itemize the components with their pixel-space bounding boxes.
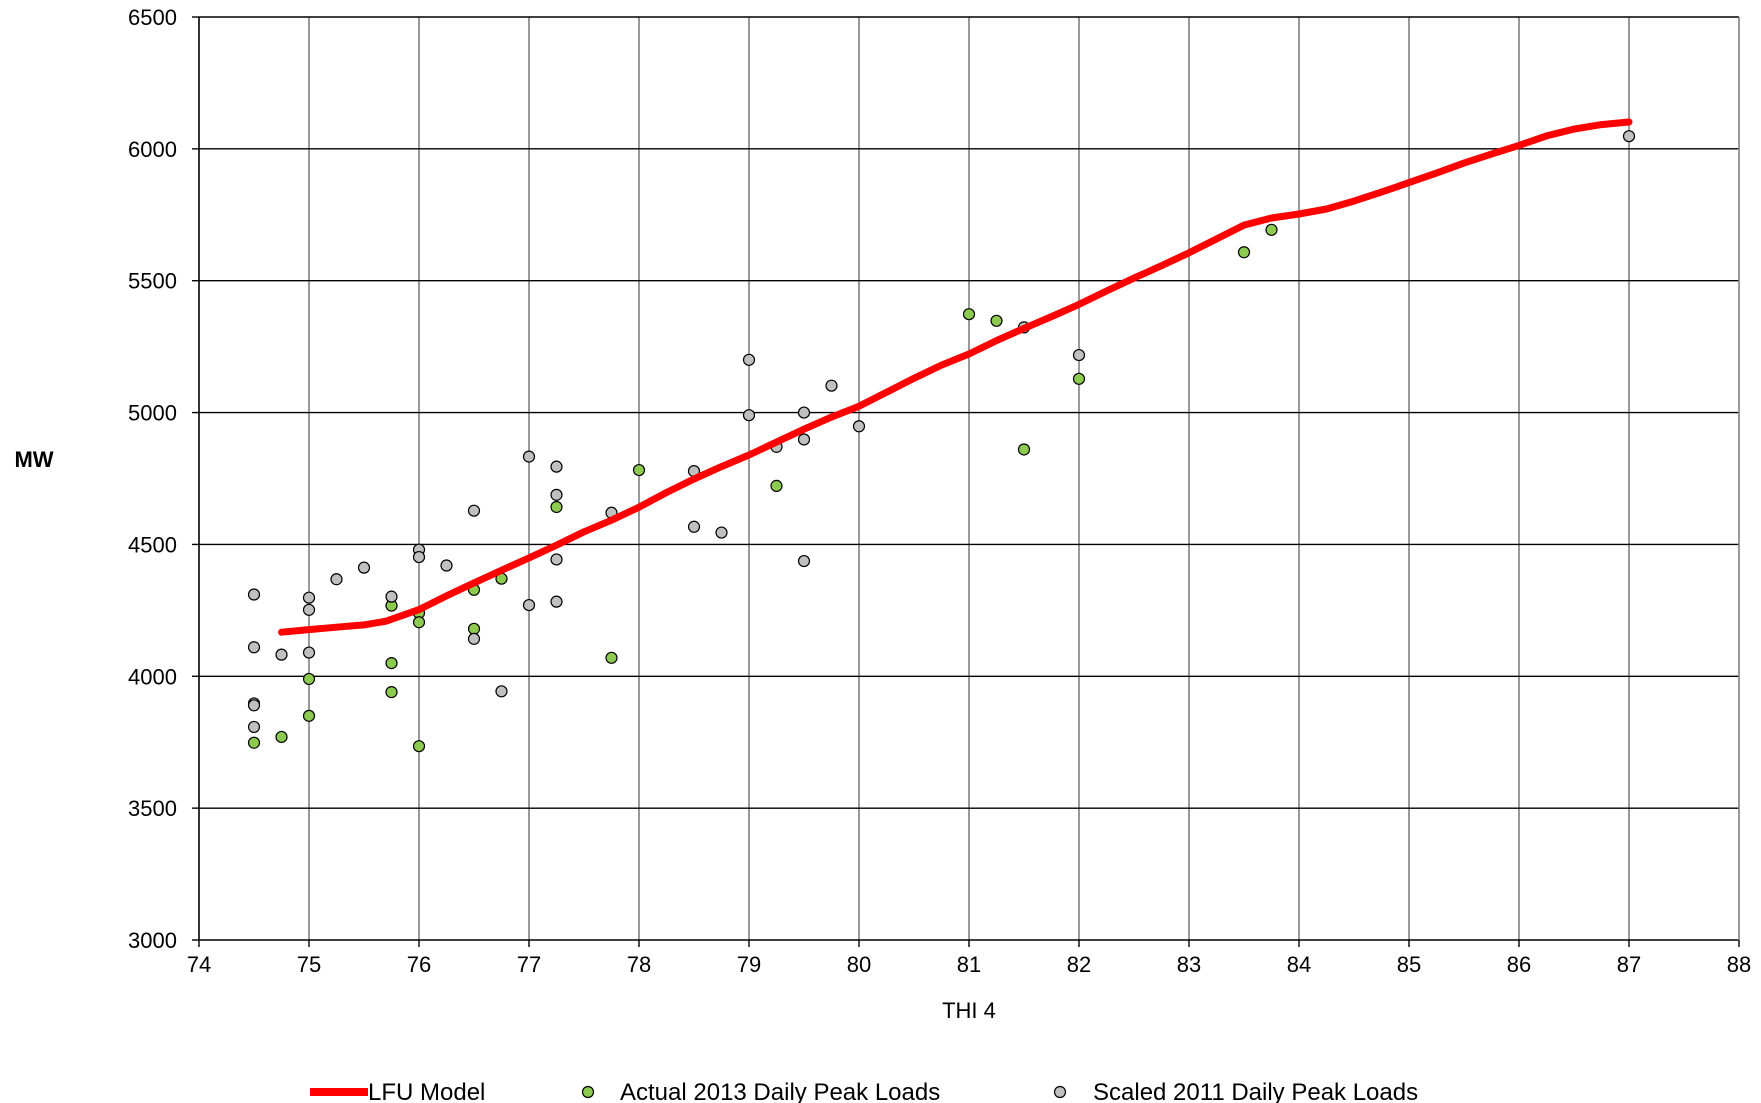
- data-point: [357, 561, 371, 574]
- data-point: [247, 699, 261, 712]
- x-tick-label: 86: [1507, 952, 1531, 977]
- legend-green-dot-icon: [581, 1085, 595, 1099]
- y-tick-label: 4500: [128, 532, 177, 557]
- data-point: [1072, 348, 1086, 362]
- data-point: [412, 550, 426, 564]
- data-point: [1265, 223, 1278, 236]
- data-point: [247, 588, 261, 601]
- data-point: [632, 463, 646, 477]
- data-point: [302, 603, 316, 616]
- data-point: [302, 591, 316, 604]
- y-tick-label: 4000: [128, 664, 177, 689]
- data-point: [1622, 130, 1636, 143]
- x-tick-label: 81: [957, 952, 981, 977]
- x-tick-label: 78: [627, 952, 651, 977]
- x-axis-title: THI 4: [942, 998, 996, 1023]
- x-tick-label: 84: [1287, 952, 1311, 977]
- data-point: [522, 598, 536, 612]
- legend-item-actual-2013: Actual 2013 Daily Peak Loads: [581, 1079, 940, 1103]
- data-point: [770, 479, 783, 492]
- y-tick-label: 6000: [128, 137, 177, 162]
- x-tick-label: 77: [517, 952, 541, 977]
- series-actual-2013-daily-peak-loads: [247, 223, 1278, 753]
- data-point: [1072, 372, 1086, 385]
- data-point: [715, 526, 728, 539]
- legend-item-lfu-model: LFU Model: [310, 1079, 485, 1103]
- data-point: [302, 709, 316, 722]
- data-point: [550, 460, 563, 473]
- data-point: [825, 379, 838, 392]
- data-point: [605, 651, 618, 664]
- lfu-model-line: [278, 118, 1633, 636]
- data-point: [550, 488, 563, 501]
- legend-grey-dot-icon: [1053, 1085, 1067, 1099]
- data-point: [412, 740, 426, 753]
- x-tick-label: 87: [1617, 952, 1641, 977]
- legend: LFU Model Actual 2013 Daily Peak Loads S…: [310, 1079, 1418, 1103]
- data-point: [385, 590, 398, 603]
- data-point: [440, 559, 453, 572]
- x-axis: 74 75 76 77 78 79 80 81 82 83 84 85 86 87 88: [187, 940, 1751, 977]
- data-point: [247, 641, 261, 654]
- data-point: [275, 648, 288, 661]
- data-point: [412, 616, 426, 629]
- data-point: [495, 685, 508, 698]
- data-point: [275, 730, 288, 744]
- data-point: [550, 500, 563, 514]
- data-point: [1237, 246, 1251, 259]
- data-point: [550, 595, 563, 608]
- x-tick-label: 75: [297, 952, 321, 977]
- data-point: [1017, 443, 1031, 456]
- data-point: [330, 573, 343, 586]
- data-point: [797, 554, 811, 568]
- x-tick-label: 74: [187, 952, 211, 977]
- y-tick-label: 5500: [128, 269, 177, 294]
- legend-label: Scaled 2011 Daily Peak Loads: [1093, 1079, 1418, 1103]
- data-point: [385, 656, 398, 670]
- series-scaled-2011-daily-peak-loads: [247, 130, 1636, 734]
- y-tick-label: 5000: [128, 401, 177, 426]
- legend-label: LFU Model: [368, 1079, 485, 1103]
- data-point: [247, 720, 261, 734]
- grid: [199, 16, 1739, 940]
- series-layer: [247, 118, 1636, 753]
- data-point: [687, 520, 701, 533]
- y-tick-label: 3000: [128, 928, 177, 953]
- data-point: [467, 504, 481, 517]
- data-point: [385, 686, 398, 699]
- data-point: [550, 553, 563, 566]
- x-tick-label: 80: [847, 952, 871, 977]
- legend-item-scaled-2011: Scaled 2011 Daily Peak Loads: [1053, 1079, 1418, 1103]
- x-tick-label: 82: [1067, 952, 1091, 977]
- data-point: [742, 409, 756, 422]
- x-tick-label: 79: [737, 952, 761, 977]
- x-tick-label: 88: [1727, 952, 1751, 977]
- data-point: [247, 736, 261, 749]
- y-tick-label: 6500: [128, 5, 177, 30]
- y-axis: 3000 3500 4000 4500 5000 5500 6000 6500: [128, 5, 199, 953]
- data-point: [742, 353, 756, 366]
- data-point: [962, 308, 976, 321]
- y-axis-title: MW: [14, 447, 53, 472]
- y-tick-label: 3500: [128, 796, 177, 821]
- data-point: [990, 314, 1003, 327]
- data-point: [302, 646, 316, 659]
- x-tick-label: 76: [407, 952, 431, 977]
- data-point: [467, 632, 481, 645]
- legend-label: Actual 2013 Daily Peak Loads: [620, 1079, 940, 1103]
- data-point: [467, 622, 481, 635]
- data-point: [797, 433, 811, 446]
- x-tick-label: 85: [1397, 952, 1421, 977]
- data-point: [302, 672, 316, 686]
- data-point: [797, 406, 811, 419]
- data-point: [522, 450, 536, 463]
- data-point: [852, 420, 866, 433]
- x-tick-label: 83: [1177, 952, 1201, 977]
